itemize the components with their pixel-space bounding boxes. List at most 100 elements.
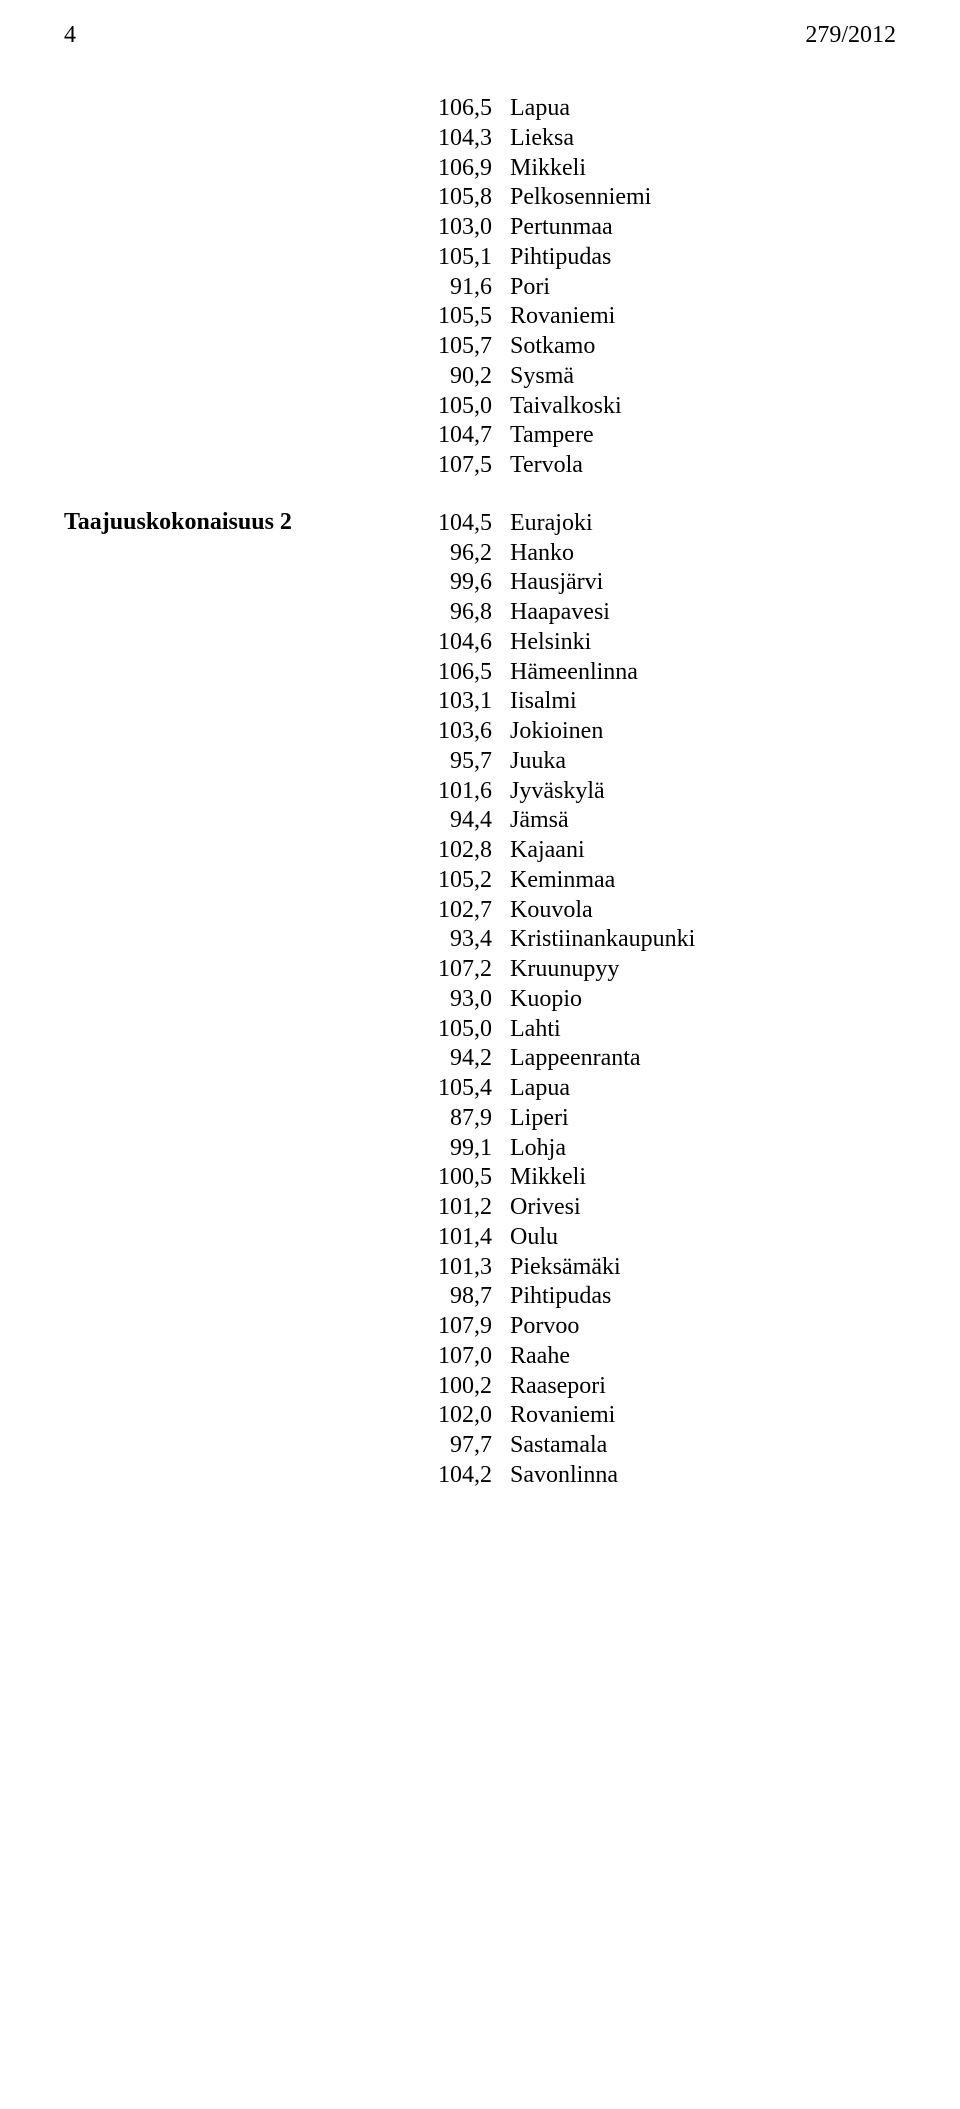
section-block: 106,5Lapua104,3Lieksa106,9Mikkeli105,8Pe… — [64, 94, 896, 481]
location-name: Juuka — [510, 747, 896, 777]
table-row: 107,9Porvoo — [402, 1312, 896, 1342]
document-page: 4 279/2012 106,5Lapua104,3Lieksa106,9Mik… — [0, 0, 960, 1579]
frequency-value: 87,9 — [402, 1104, 510, 1134]
table-row: 99,6Hausjärvi — [402, 568, 896, 598]
frequency-value: 106,5 — [402, 94, 510, 124]
location-name: Hämeenlinna — [510, 658, 896, 688]
document-number: 279/2012 — [805, 22, 896, 49]
location-name: Tampere — [510, 421, 896, 451]
table-row: 100,2Raasepori — [402, 1372, 896, 1402]
table-row: 105,0Taivalkoski — [402, 392, 896, 422]
location-name: Helsinki — [510, 628, 896, 658]
frequency-value: 96,2 — [402, 539, 510, 569]
location-name: Pihtipudas — [510, 1282, 896, 1312]
frequency-value: 93,0 — [402, 985, 510, 1015]
table-row: 101,2Orivesi — [402, 1193, 896, 1223]
location-name: Taivalkoski — [510, 392, 896, 422]
table-row: 105,5Rovaniemi — [402, 302, 896, 332]
frequency-value: 105,4 — [402, 1074, 510, 1104]
frequency-value: 106,9 — [402, 154, 510, 184]
table-row: 106,9Mikkeli — [402, 154, 896, 184]
table-row: 94,2Lappeenranta — [402, 1044, 896, 1074]
frequency-value: 106,5 — [402, 658, 510, 688]
frequency-value: 107,9 — [402, 1312, 510, 1342]
frequency-value: 104,2 — [402, 1461, 510, 1491]
location-name: Jokioinen — [510, 717, 896, 747]
table-row: 107,2Kruunupyy — [402, 955, 896, 985]
location-name: Sotkamo — [510, 332, 896, 362]
table-row: 106,5Hämeenlinna — [402, 658, 896, 688]
table-row: 103,1Iisalmi — [402, 687, 896, 717]
section-label: Taajuuskokonaisuus 2 — [64, 509, 402, 536]
table-row: 95,7Juuka — [402, 747, 896, 777]
frequency-value: 102,7 — [402, 896, 510, 926]
table-row: 87,9Liperi — [402, 1104, 896, 1134]
location-name: Mikkeli — [510, 154, 896, 184]
location-name: Liperi — [510, 1104, 896, 1134]
frequency-value: 96,8 — [402, 598, 510, 628]
location-name: Keminmaa — [510, 866, 896, 896]
location-name: Rovaniemi — [510, 1401, 896, 1431]
location-name: Sastamala — [510, 1431, 896, 1461]
location-name: Pelkosenniemi — [510, 183, 896, 213]
table-row: 103,0Pertunmaa — [402, 213, 896, 243]
table-row: 91,6Pori — [402, 273, 896, 303]
table-row: 107,0Raahe — [402, 1342, 896, 1372]
frequency-value: 101,3 — [402, 1253, 510, 1283]
frequency-value: 107,2 — [402, 955, 510, 985]
frequency-value: 103,0 — [402, 213, 510, 243]
table-row: 102,0Rovaniemi — [402, 1401, 896, 1431]
location-name: Pertunmaa — [510, 213, 896, 243]
frequency-value: 97,7 — [402, 1431, 510, 1461]
frequency-value: 102,0 — [402, 1401, 510, 1431]
table-row: 105,8Pelkosenniemi — [402, 183, 896, 213]
table-row: 101,4Oulu — [402, 1223, 896, 1253]
section-block: Taajuuskokonaisuus 2 104,5Eurajoki96,2Ha… — [64, 509, 896, 1491]
table-row: 104,5Eurajoki — [402, 509, 896, 539]
frequency-value: 95,7 — [402, 747, 510, 777]
frequency-value: 101,6 — [402, 777, 510, 807]
location-name: Raasepori — [510, 1372, 896, 1402]
frequency-value: 104,5 — [402, 509, 510, 539]
frequency-value: 100,5 — [402, 1163, 510, 1193]
table-row: 104,3Lieksa — [402, 124, 896, 154]
frequency-list: 106,5Lapua104,3Lieksa106,9Mikkeli105,8Pe… — [402, 94, 896, 481]
location-name: Rovaniemi — [510, 302, 896, 332]
frequency-value: 104,6 — [402, 628, 510, 658]
location-name: Lapua — [510, 1074, 896, 1104]
location-name: Kouvola — [510, 896, 896, 926]
frequency-value: 104,3 — [402, 124, 510, 154]
location-name: Iisalmi — [510, 687, 896, 717]
table-row: 105,7Sotkamo — [402, 332, 896, 362]
frequency-value: 105,0 — [402, 392, 510, 422]
location-name: Orivesi — [510, 1193, 896, 1223]
table-row: 105,4Lapua — [402, 1074, 896, 1104]
location-name: Jyväskylä — [510, 777, 896, 807]
table-row: 106,5Lapua — [402, 94, 896, 124]
table-row: 99,1Lohja — [402, 1134, 896, 1164]
location-name: Kruunupyy — [510, 955, 896, 985]
frequency-value: 107,0 — [402, 1342, 510, 1372]
location-name: Oulu — [510, 1223, 896, 1253]
frequency-value: 105,2 — [402, 866, 510, 896]
location-name: Lapua — [510, 94, 896, 124]
table-row: 97,7Sastamala — [402, 1431, 896, 1461]
frequency-value: 93,4 — [402, 925, 510, 955]
frequency-value: 103,6 — [402, 717, 510, 747]
location-name: Lahti — [510, 1015, 896, 1045]
table-row: 96,8Haapavesi — [402, 598, 896, 628]
location-name: Hanko — [510, 539, 896, 569]
table-row: 101,3Pieksämäki — [402, 1253, 896, 1283]
table-row: 90,2Sysmä — [402, 362, 896, 392]
location-name: Pieksämäki — [510, 1253, 896, 1283]
frequency-value: 91,6 — [402, 273, 510, 303]
location-name: Sysmä — [510, 362, 896, 392]
location-name: Jämsä — [510, 806, 896, 836]
table-row: 93,4Kristiinankaupunki — [402, 925, 896, 955]
table-row: 100,5Mikkeli — [402, 1163, 896, 1193]
location-name: Kristiinankaupunki — [510, 925, 896, 955]
table-row: 96,2Hanko — [402, 539, 896, 569]
table-row: 104,7Tampere — [402, 421, 896, 451]
location-name: Kajaani — [510, 836, 896, 866]
table-row: 104,2Savonlinna — [402, 1461, 896, 1491]
